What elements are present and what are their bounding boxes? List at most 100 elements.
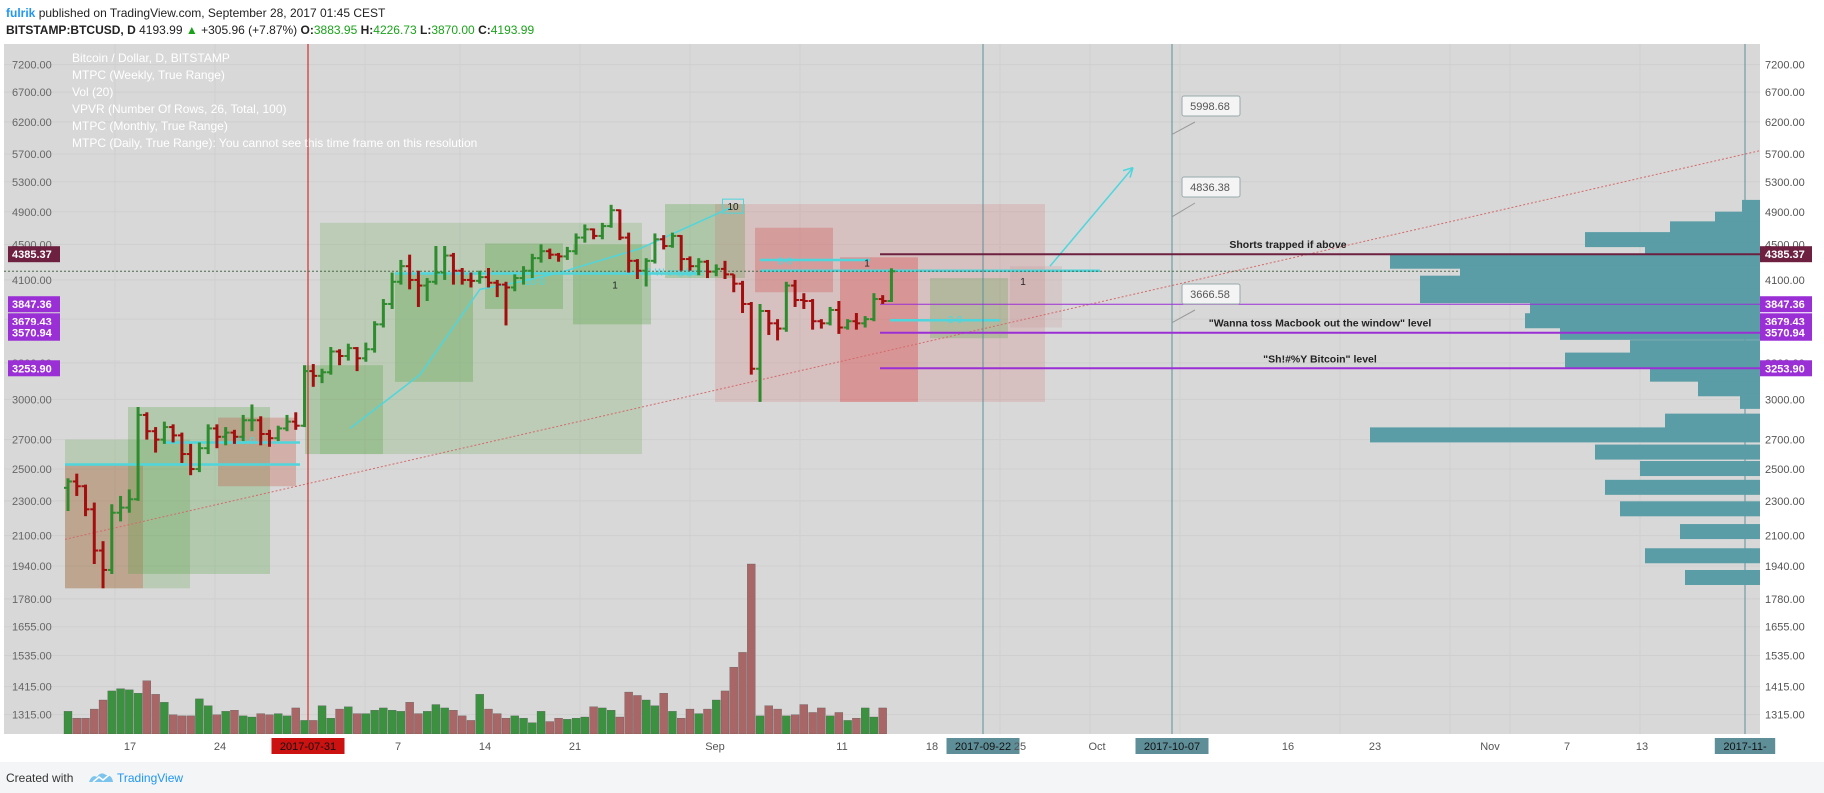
volume-bar (230, 710, 239, 735)
volume-bar (81, 717, 90, 735)
volume-bar (624, 691, 633, 735)
callout-box (1181, 283, 1241, 305)
volume-bar (720, 690, 730, 735)
author-link[interactable]: fulrik (6, 6, 36, 20)
volume-bar (773, 708, 782, 735)
price-tag-label: 3570.94 (1765, 328, 1806, 340)
y-tick-label: 2300.00 (1765, 496, 1805, 508)
price-tag-left-label: 3847.36 (12, 299, 52, 311)
volume-bar (458, 715, 467, 735)
y-tick-label-left: 5300.00 (12, 177, 52, 189)
volume-bar (265, 714, 274, 735)
close-label: C: (478, 23, 491, 37)
volume-bar (510, 715, 519, 735)
volume-bar (326, 717, 335, 735)
volume-bar (545, 721, 554, 735)
x-tick-label: Nov (1480, 741, 1500, 753)
volume-bar (370, 710, 379, 735)
projection-arrow-line (1049, 167, 1134, 267)
tradingview-logo-icon[interactable] (88, 770, 114, 784)
volume-bar (747, 563, 756, 735)
x-tick-label: 2017-10-07 (1144, 741, 1200, 753)
volume-bar (309, 720, 318, 735)
callout-pointer (1171, 202, 1196, 218)
volume-bar (790, 714, 800, 735)
vpvr-row (1665, 413, 1760, 429)
x-tick-label: 16 (1282, 741, 1294, 753)
indicator-label: MTPC (Weekly, True Range) (72, 68, 225, 82)
volume-bar (825, 715, 835, 735)
price-tag-label: 4385.37 (1765, 249, 1805, 261)
chart-title: Bitcoin / Dollar, D, BITSTAMP (72, 51, 230, 65)
price-chart[interactable]: 13-010-08-03-08-08-W on close10111Shorts… (0, 44, 1824, 762)
volume-bar (738, 652, 747, 735)
y-tick-label-left: 2700.00 (12, 435, 52, 447)
vpvr-row (1565, 352, 1760, 368)
volume-bar (685, 708, 695, 735)
x-tick-label: 7 (1564, 741, 1570, 753)
y-tick-label: 1535.00 (1765, 650, 1805, 662)
x-tick-label: 13 (1636, 741, 1648, 753)
volume-bar (423, 711, 432, 735)
volume-bar (484, 708, 493, 735)
y-tick-label: 1940.00 (1765, 561, 1805, 573)
y-tick-label-left: 1415.00 (12, 682, 52, 694)
y-tick-label: 7200.00 (1765, 60, 1805, 72)
volume-bar (729, 666, 738, 735)
vpvr-row (1370, 427, 1760, 443)
projection-arrow-head-icon (1122, 166, 1134, 178)
y-tick-label: 1655.00 (1765, 622, 1805, 634)
volume-bar (615, 716, 625, 735)
chart-legend: Bitcoin / Dollar, D, BITSTAMP MTPC (Weekl… (72, 51, 477, 150)
volume-bar (493, 713, 502, 735)
box-label: 1 (612, 281, 618, 292)
symbol-line: BITSTAMP:BTCUSD, D 4193.99 ▲ +305.96 (+7… (6, 23, 534, 37)
x-tick-label: 11 (836, 741, 847, 753)
x-tick-label: Sep (705, 741, 725, 753)
y-tick-label-left: 1315.00 (12, 710, 52, 722)
y-tick-label-left: 2100.00 (12, 531, 52, 543)
volume-bar (204, 705, 213, 735)
volume-bar (475, 694, 484, 735)
indicator-label: Vol (20) (72, 85, 113, 99)
box-label: 8-0 (778, 257, 793, 268)
close-value: 4193.99 (490, 23, 535, 37)
y-tick-label-left: 1780.00 (12, 594, 52, 606)
volume-bar (90, 708, 99, 735)
volume-bar (387, 710, 397, 735)
high-value: 4226.73 (373, 23, 417, 37)
volume-bar (519, 717, 528, 735)
y-tick-label: 1315.00 (1765, 710, 1805, 722)
y-tick-label-left: 6200.00 (12, 117, 52, 129)
volume-bar (843, 720, 852, 735)
volume-bar (344, 706, 353, 735)
volume-bar (668, 711, 677, 735)
date-highlight (1135, 738, 1209, 754)
volume-bar (405, 702, 414, 735)
box-label-frame (722, 198, 744, 214)
vpvr-row (1680, 524, 1760, 540)
box-label: 1 (864, 258, 870, 269)
volume-bar (563, 719, 572, 735)
volume-bar (712, 699, 721, 735)
price-tag-left (8, 324, 60, 341)
callout-value: 5998.68 (1190, 101, 1230, 113)
price-tag-left (8, 246, 60, 263)
y-tick-label-left: 1655.00 (12, 622, 52, 634)
volume-bar (151, 694, 160, 735)
right-axis (1760, 44, 1824, 734)
volume-bar (125, 689, 134, 735)
tradingview-link[interactable]: TradingView (117, 771, 184, 785)
y-tick-label-left: 2500.00 (12, 464, 52, 476)
volume-bar (606, 710, 616, 735)
x-tick-label: 2017-09-22 (955, 741, 1011, 753)
x-tick-label: 2017-11- (1723, 741, 1767, 753)
vpvr-row (1420, 288, 1760, 304)
y-tick-label: 5700.00 (1765, 149, 1805, 161)
left-axis-edge (0, 44, 4, 734)
date-highlight (1714, 738, 1776, 754)
y-tick-label-left: 6700.00 (12, 87, 52, 99)
x-tick-label: 2017-07-31 (280, 741, 336, 753)
vpvr-row (1595, 444, 1760, 460)
y-tick-label: 4100.00 (1765, 275, 1805, 287)
